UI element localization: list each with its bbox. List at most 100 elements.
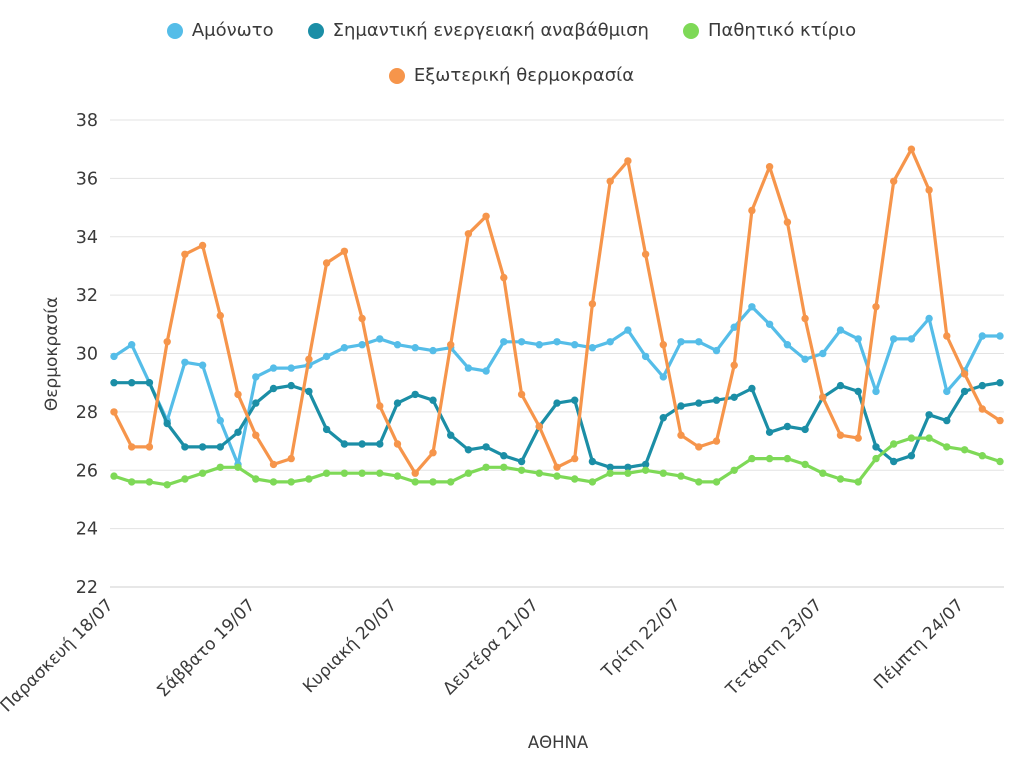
data-point[interactable] (677, 431, 685, 439)
data-point[interactable] (571, 454, 579, 463)
data-point[interactable] (588, 478, 597, 486)
data-point[interactable] (128, 379, 136, 387)
data-point[interactable] (553, 472, 561, 480)
data-point[interactable] (606, 463, 614, 471)
data-point[interactable] (198, 361, 207, 369)
data-point[interactable] (641, 466, 650, 474)
data-point[interactable] (535, 469, 543, 477)
data-point[interactable] (500, 452, 508, 460)
data-point[interactable] (340, 469, 349, 477)
data-point[interactable] (128, 341, 136, 349)
data-point[interactable] (872, 443, 880, 451)
data-point[interactable] (925, 186, 933, 194)
data-point[interactable] (854, 335, 862, 343)
data-point[interactable] (730, 466, 738, 474)
data-point[interactable] (730, 361, 738, 369)
data-point[interactable] (128, 443, 136, 451)
data-point[interactable] (659, 414, 667, 422)
data-point[interactable] (996, 416, 1004, 425)
data-point[interactable] (482, 367, 490, 375)
data-point[interactable] (872, 454, 880, 463)
data-point[interactable] (695, 478, 703, 486)
data-point[interactable] (695, 399, 703, 407)
data-point[interactable] (748, 303, 756, 311)
data-point[interactable] (145, 443, 154, 451)
data-point[interactable] (588, 344, 597, 352)
data-point[interactable] (677, 402, 685, 410)
data-point[interactable] (801, 314, 809, 323)
data-point[interactable] (517, 390, 526, 399)
data-point[interactable] (836, 475, 845, 483)
data-point[interactable] (198, 443, 207, 451)
data-point[interactable] (996, 457, 1004, 466)
data-point[interactable] (836, 381, 845, 390)
data-point[interactable] (712, 437, 721, 445)
data-point[interactable] (535, 422, 543, 431)
data-point[interactable] (730, 323, 738, 331)
data-point[interactable] (198, 241, 207, 250)
data-point[interactable] (411, 469, 419, 477)
legend-item-uninsulated[interactable]: Αμόνωτο (166, 20, 274, 41)
data-point[interactable] (978, 452, 986, 460)
data-point[interactable] (624, 157, 632, 165)
data-point[interactable] (943, 416, 951, 425)
data-point[interactable] (216, 311, 224, 320)
data-point[interactable] (712, 478, 721, 486)
data-point[interactable] (322, 352, 331, 361)
data-point[interactable] (748, 384, 756, 393)
data-point[interactable] (287, 364, 295, 372)
data-point[interactable] (464, 230, 473, 238)
data-point[interactable] (517, 457, 526, 466)
data-point[interactable] (553, 399, 561, 407)
data-point[interactable] (464, 446, 473, 454)
data-point[interactable] (234, 390, 242, 399)
data-point[interactable] (854, 434, 862, 442)
data-point[interactable] (836, 431, 845, 439)
data-point[interactable] (819, 349, 827, 358)
data-point[interactable] (163, 338, 171, 346)
data-point[interactable] (890, 457, 898, 466)
data-point[interactable] (340, 440, 349, 448)
data-point[interactable] (890, 440, 898, 448)
data-point[interactable] (181, 475, 189, 483)
data-point[interactable] (854, 478, 862, 486)
data-point[interactable] (907, 452, 916, 460)
data-point[interactable] (110, 472, 118, 480)
data-point[interactable] (322, 469, 331, 477)
data-point[interactable] (128, 478, 136, 486)
data-point[interactable] (783, 341, 792, 349)
data-point[interactable] (890, 177, 898, 185)
data-point[interactable] (287, 454, 295, 463)
data-point[interactable] (376, 469, 384, 477)
data-point[interactable] (553, 338, 561, 346)
data-point[interactable] (269, 364, 278, 372)
data-point[interactable] (340, 344, 349, 352)
data-point[interactable] (748, 454, 756, 463)
data-point[interactable] (269, 384, 278, 393)
data-point[interactable] (943, 332, 951, 340)
data-point[interactable] (819, 469, 827, 477)
data-point[interactable] (305, 387, 313, 396)
data-point[interactable] (925, 434, 933, 442)
data-point[interactable] (393, 440, 402, 448)
data-point[interactable] (447, 478, 455, 486)
data-point[interactable] (305, 355, 313, 363)
data-point[interactable] (960, 370, 969, 378)
data-point[interactable] (890, 335, 898, 343)
data-point[interactable] (996, 379, 1004, 387)
data-point[interactable] (110, 408, 118, 416)
data-point[interactable] (393, 341, 402, 349)
data-point[interactable] (659, 373, 667, 381)
data-point[interactable] (305, 475, 313, 483)
data-point[interactable] (624, 463, 632, 471)
data-point[interactable] (960, 387, 969, 396)
data-point[interactable] (216, 443, 224, 451)
data-point[interactable] (181, 250, 189, 258)
data-point[interactable] (943, 387, 951, 396)
data-point[interactable] (447, 341, 455, 349)
legend-item-passive-building[interactable]: Παθητικό κτίριο (682, 20, 856, 41)
data-point[interactable] (535, 341, 543, 349)
data-point[interactable] (482, 463, 490, 471)
legend-item-major-energy-upgrade[interactable]: Σημαντική ενεργειακή αναβάθμιση (307, 20, 649, 41)
data-point[interactable] (376, 440, 384, 448)
